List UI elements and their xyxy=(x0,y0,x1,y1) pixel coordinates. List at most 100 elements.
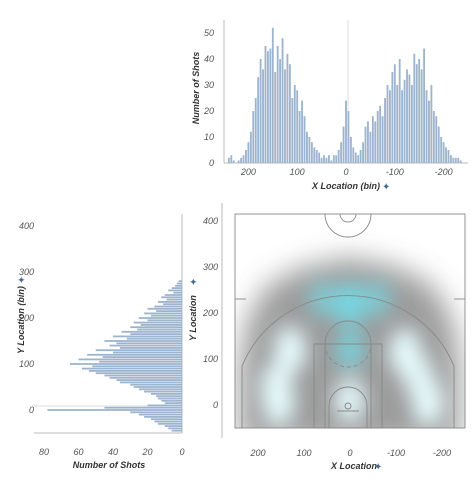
top-bar xyxy=(252,111,255,163)
top-bar xyxy=(310,142,313,163)
top-bar xyxy=(247,142,250,163)
heat-spot xyxy=(412,378,445,427)
top-x-pin-icon[interactable]: ✦ xyxy=(382,182,390,193)
top-bar xyxy=(335,155,338,163)
top-bar xyxy=(293,85,296,163)
free-throw-circle-top xyxy=(324,320,372,345)
top-bar xyxy=(313,147,316,163)
top-bar xyxy=(408,74,411,163)
top-bar xyxy=(435,116,438,163)
left-bar xyxy=(157,397,182,400)
top-bar xyxy=(301,100,303,163)
court-y-tick-label: 400 xyxy=(203,216,218,226)
left-y-tick-label: 300 xyxy=(19,267,34,277)
left-bar xyxy=(156,395,182,398)
left-bar xyxy=(147,307,182,310)
left-bar xyxy=(69,363,182,365)
left-y-tick-label: 0 xyxy=(29,405,34,415)
top-bar xyxy=(279,59,282,163)
left-x-ticks: 80 60 40 20 0 xyxy=(39,447,185,457)
top-bar xyxy=(437,126,440,163)
top-bar xyxy=(403,79,406,163)
left-x-tick-label: 0 xyxy=(179,447,184,457)
top-bar xyxy=(284,69,286,163)
top-bar xyxy=(257,77,260,163)
top-bar xyxy=(420,69,423,163)
top-bar xyxy=(288,64,291,163)
top-bar xyxy=(450,155,452,163)
left-bar xyxy=(138,413,182,416)
top-bar xyxy=(340,142,343,163)
left-bar xyxy=(150,393,182,395)
top-bar xyxy=(254,98,257,163)
top-bar xyxy=(452,157,455,163)
top-x-tick-label: 0 xyxy=(343,167,348,177)
top-bar xyxy=(323,155,325,163)
left-bar xyxy=(137,328,182,331)
left-bar xyxy=(154,420,182,423)
court-x-pin-icon[interactable]: ✦ xyxy=(374,462,382,473)
top-bar xyxy=(362,142,364,163)
top-y-tick-label: 30 xyxy=(204,80,214,90)
left-bar xyxy=(133,321,182,324)
left-bar xyxy=(173,291,182,294)
left-bar xyxy=(109,376,182,379)
left-bar xyxy=(130,383,182,386)
top-x-ticks: 200 100 0 -100 -200 xyxy=(240,167,453,177)
top-bar xyxy=(330,160,333,163)
restricted-area xyxy=(328,386,368,428)
court-y-pin-icon[interactable]: ✦ xyxy=(189,278,200,286)
left-bar xyxy=(157,301,182,303)
left-bar xyxy=(161,296,182,299)
left-bar xyxy=(161,399,182,402)
top-x-tick-label: -200 xyxy=(435,167,453,177)
top-bar xyxy=(286,53,289,163)
top-bar xyxy=(410,85,413,163)
court-x-tick-label: 100 xyxy=(296,448,311,458)
left-bar xyxy=(175,284,182,287)
top-bar xyxy=(415,64,418,163)
left-bar xyxy=(116,379,182,381)
left-bar xyxy=(130,333,182,335)
left-bar xyxy=(109,344,182,347)
left-bar xyxy=(147,319,182,322)
top-bar xyxy=(349,137,352,163)
top-x-tick-label: -100 xyxy=(386,167,404,177)
left-bar xyxy=(81,367,182,370)
top-bar xyxy=(371,116,374,163)
top-y-tick-label: 0 xyxy=(209,158,214,168)
left-bar xyxy=(144,390,182,393)
free-throw-circle-bottom xyxy=(324,343,372,368)
left-y-axis-label: Y Location (bin) xyxy=(16,286,26,354)
top-bar xyxy=(264,46,267,163)
center-circle-inner xyxy=(339,213,357,223)
hot-spots xyxy=(260,280,445,427)
left-bar xyxy=(150,314,182,317)
left-y-ticks: 0 100 200 300 400 xyxy=(18,221,34,415)
left-bar xyxy=(147,404,182,407)
top-bar xyxy=(364,126,367,163)
left-bar xyxy=(164,402,182,404)
left-bars xyxy=(47,280,183,432)
top-bar xyxy=(442,142,445,163)
left-bar xyxy=(130,326,182,329)
court-y-tick-label: 300 xyxy=(203,262,218,272)
left-y-pin-icon[interactable]: ✦ xyxy=(17,276,28,284)
top-bar xyxy=(303,116,306,163)
top-y-tick-label: 10 xyxy=(204,132,214,142)
left-bar xyxy=(126,337,182,340)
top-bar xyxy=(391,72,394,163)
left-bar xyxy=(113,335,182,338)
top-bar xyxy=(245,150,247,163)
left-bar xyxy=(119,347,182,349)
top-bar xyxy=(379,105,382,163)
court-x-axis-label: X Location xyxy=(330,461,378,471)
top-y-tick-label: 40 xyxy=(204,54,214,64)
top-bar xyxy=(281,38,284,164)
left-bar xyxy=(78,358,182,361)
left-bar xyxy=(119,381,182,384)
top-bar xyxy=(259,59,262,163)
left-bar xyxy=(150,418,182,421)
left-bar xyxy=(99,360,182,363)
left-bar xyxy=(87,353,182,356)
